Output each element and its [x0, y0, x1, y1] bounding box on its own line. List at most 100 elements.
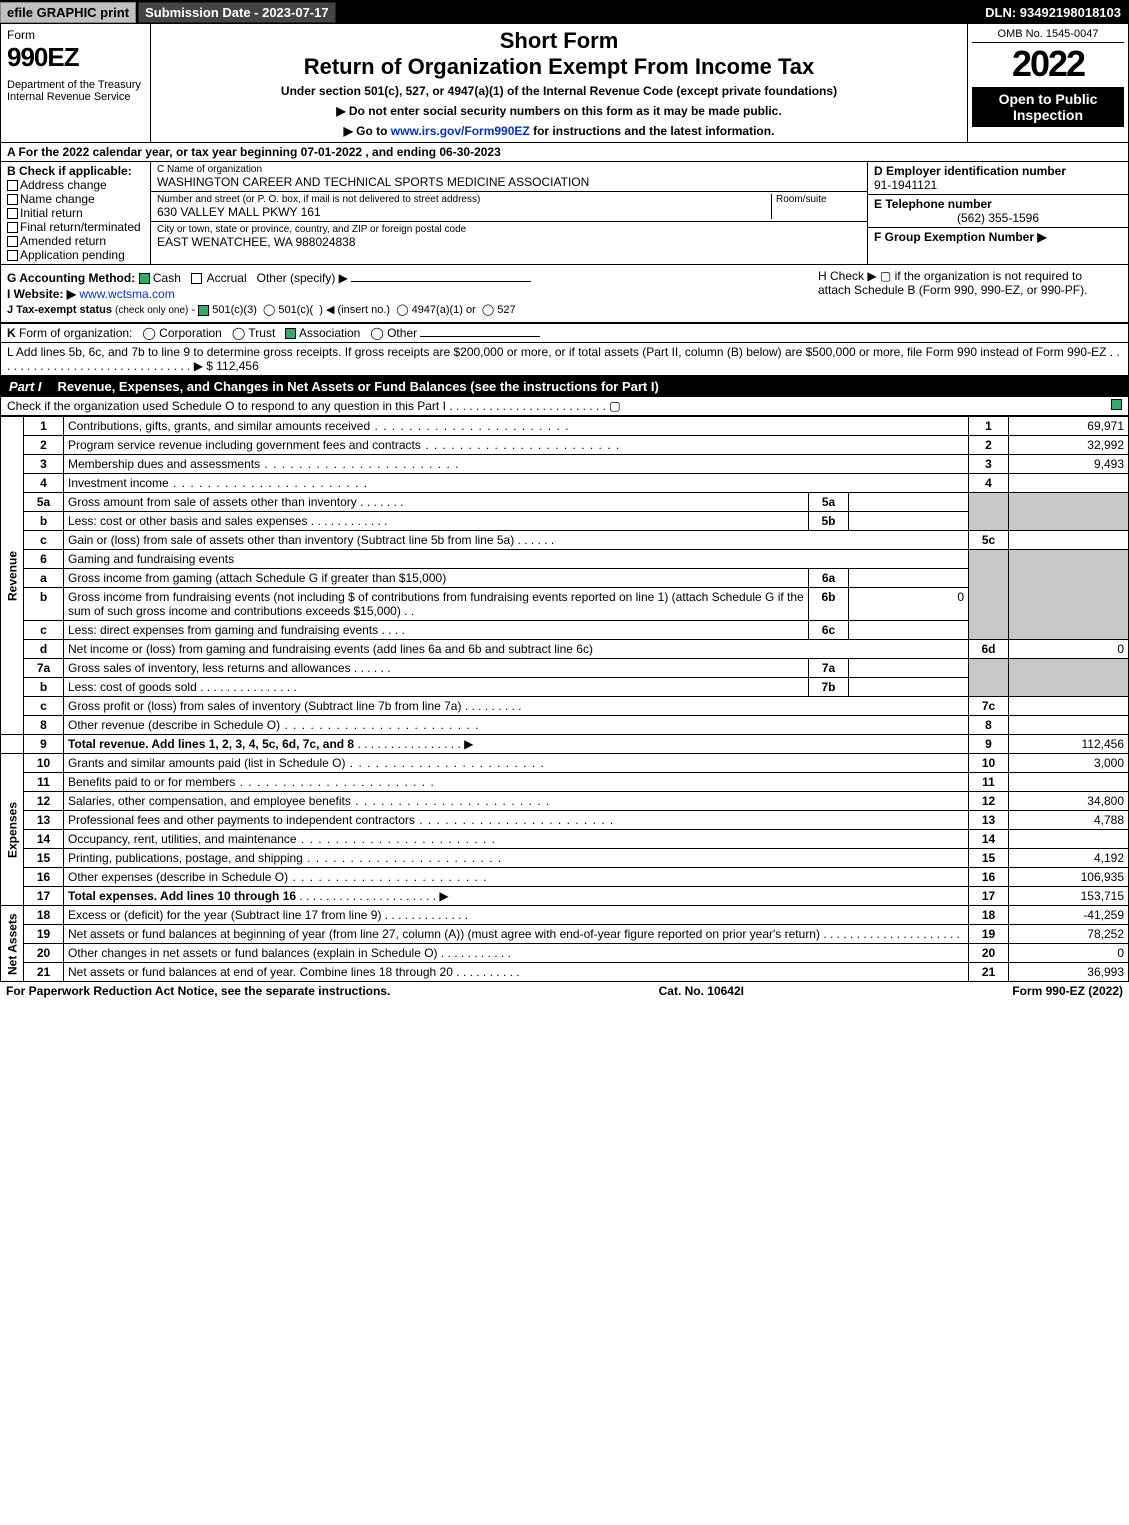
chk-cash[interactable] [139, 273, 150, 284]
line-7b-subamt [849, 678, 969, 697]
line-17-box: 17 [969, 887, 1009, 906]
grey-6 [969, 550, 1009, 640]
return-title: Return of Organization Exempt From Incom… [157, 54, 961, 80]
line-18-num: 18 [24, 906, 64, 925]
line-6a-num: a [24, 569, 64, 588]
line-6a-box: 6a [809, 569, 849, 588]
line-11-num: 11 [24, 773, 64, 792]
line-6d-num: d [24, 640, 64, 659]
website-link[interactable]: www.wctsma.com [79, 287, 174, 301]
instruction-2: ▶ Go to www.irs.gov/Form990EZ for instru… [157, 124, 961, 138]
line-5a-num: 5a [24, 493, 64, 512]
chk-schedule-o[interactable] [1111, 399, 1122, 410]
line-16-desc: Other expenses (describe in Schedule O) [68, 870, 288, 884]
line-19-desc: Net assets or fund balances at beginning… [68, 927, 820, 941]
grey-6-amt [1009, 550, 1129, 640]
omb-number: OMB No. 1545-0047 [972, 28, 1124, 43]
line-11-amt [1009, 773, 1129, 792]
line-6a-desc: Gross income from gaming (attach Schedul… [68, 571, 446, 585]
line-12-desc: Salaries, other compensation, and employ… [68, 794, 351, 808]
line-6a-subamt [849, 569, 969, 588]
section-b-title: B Check if applicable: [7, 164, 132, 178]
side-empty-9 [1, 735, 24, 754]
e-label: E Telephone number [874, 197, 992, 211]
line-6b-desc: Gross income from fundraising events (no… [68, 590, 804, 618]
line-7b-desc: Less: cost of goods sold [68, 680, 197, 694]
footer-center: Cat. No. 10642I [659, 984, 744, 998]
short-form-title: Short Form [157, 28, 961, 54]
c-name-label: C Name of organization [157, 164, 861, 175]
line-3-num: 3 [24, 455, 64, 474]
line-6d-box: 6d [969, 640, 1009, 659]
line-2-desc: Program service revenue including govern… [68, 438, 421, 452]
line-17-amt: 153,715 [1009, 887, 1129, 906]
line-16-box: 16 [969, 868, 1009, 887]
line-4-num: 4 [24, 474, 64, 493]
line-4-box: 4 [969, 474, 1009, 493]
line-1-box: 1 [969, 417, 1009, 436]
line-8-num: 8 [24, 716, 64, 735]
line-3-amt: 9,493 [1009, 455, 1129, 474]
line-8-box: 8 [969, 716, 1009, 735]
footer-right: Form 990-EZ (2022) [1012, 984, 1123, 998]
line-12-amt: 34,800 [1009, 792, 1129, 811]
chk-name-change[interactable] [7, 194, 18, 205]
line-14-box: 14 [969, 830, 1009, 849]
line-6c-subamt [849, 621, 969, 640]
chk-amended-return[interactable] [7, 236, 18, 247]
line-20-box: 20 [969, 944, 1009, 963]
line-5b-subamt [849, 512, 969, 531]
chk-accrual[interactable] [191, 273, 202, 284]
tax-year: 2022 [972, 43, 1124, 85]
line-13-num: 13 [24, 811, 64, 830]
part1-sub: Check if the organization used Schedule … [0, 397, 1129, 416]
irs-link[interactable]: www.irs.gov/Form990EZ [391, 124, 530, 138]
org-city: EAST WENATCHEE, WA 988024838 [157, 235, 861, 249]
line-1-desc: Contributions, gifts, grants, and simila… [68, 419, 370, 433]
line-18-desc: Excess or (deficit) for the year (Subtra… [68, 908, 381, 922]
g-label: G Accounting Method: [7, 271, 135, 285]
line-18-box: 18 [969, 906, 1009, 925]
line-17-desc: Total expenses. Add lines 10 through 16 [68, 889, 296, 903]
line-5c-amt [1009, 531, 1129, 550]
line-7a-num: 7a [24, 659, 64, 678]
line-10-num: 10 [24, 754, 64, 773]
line-15-box: 15 [969, 849, 1009, 868]
submission-date-button[interactable]: Submission Date - 2023-07-17 [138, 2, 336, 23]
chk-address-change[interactable] [7, 180, 18, 191]
org-street: 630 VALLEY MALL PKWY 161 [157, 205, 771, 219]
form-word: Form [7, 28, 144, 42]
section-bcdef: B Check if applicable: Address change Na… [0, 162, 1129, 265]
chk-initial-return[interactable] [7, 208, 18, 219]
line-20-num: 20 [24, 944, 64, 963]
chk-final-return[interactable] [7, 222, 18, 233]
line-13-box: 13 [969, 811, 1009, 830]
grey-7-amt [1009, 659, 1129, 697]
line-8-desc: Other revenue (describe in Schedule O) [68, 718, 280, 732]
line-6c-box: 6c [809, 621, 849, 640]
line-9-num: 9 [24, 735, 64, 754]
line-6b-subamt: 0 [849, 588, 969, 621]
line-21-amt: 36,993 [1009, 963, 1129, 982]
dln-label: DLN: 93492198018103 [985, 5, 1129, 20]
d-label: D Employer identification number [874, 164, 1066, 178]
line-3-box: 3 [969, 455, 1009, 474]
chk-association[interactable] [285, 328, 296, 339]
part1-label: Part I [1, 377, 50, 396]
efile-button[interactable]: efile GRAPHIC print [0, 2, 136, 23]
line-9-box: 9 [969, 735, 1009, 754]
chk-501c3[interactable] [198, 305, 209, 316]
line-15-num: 15 [24, 849, 64, 868]
line-15-desc: Printing, publications, postage, and shi… [68, 851, 303, 865]
chk-application-pending[interactable] [7, 250, 18, 261]
line-6c-desc: Less: direct expenses from gaming and fu… [68, 623, 378, 637]
line-11-box: 11 [969, 773, 1009, 792]
line-19-num: 19 [24, 925, 64, 944]
line-19-amt: 78,252 [1009, 925, 1129, 944]
line-6c-num: c [24, 621, 64, 640]
line-7b-num: b [24, 678, 64, 697]
phone-value: (562) 355-1596 [874, 211, 1122, 225]
line-14-amt [1009, 830, 1129, 849]
open-inspection: Open to Public Inspection [972, 87, 1124, 127]
top-bar: efile GRAPHIC print Submission Date - 20… [0, 0, 1129, 24]
